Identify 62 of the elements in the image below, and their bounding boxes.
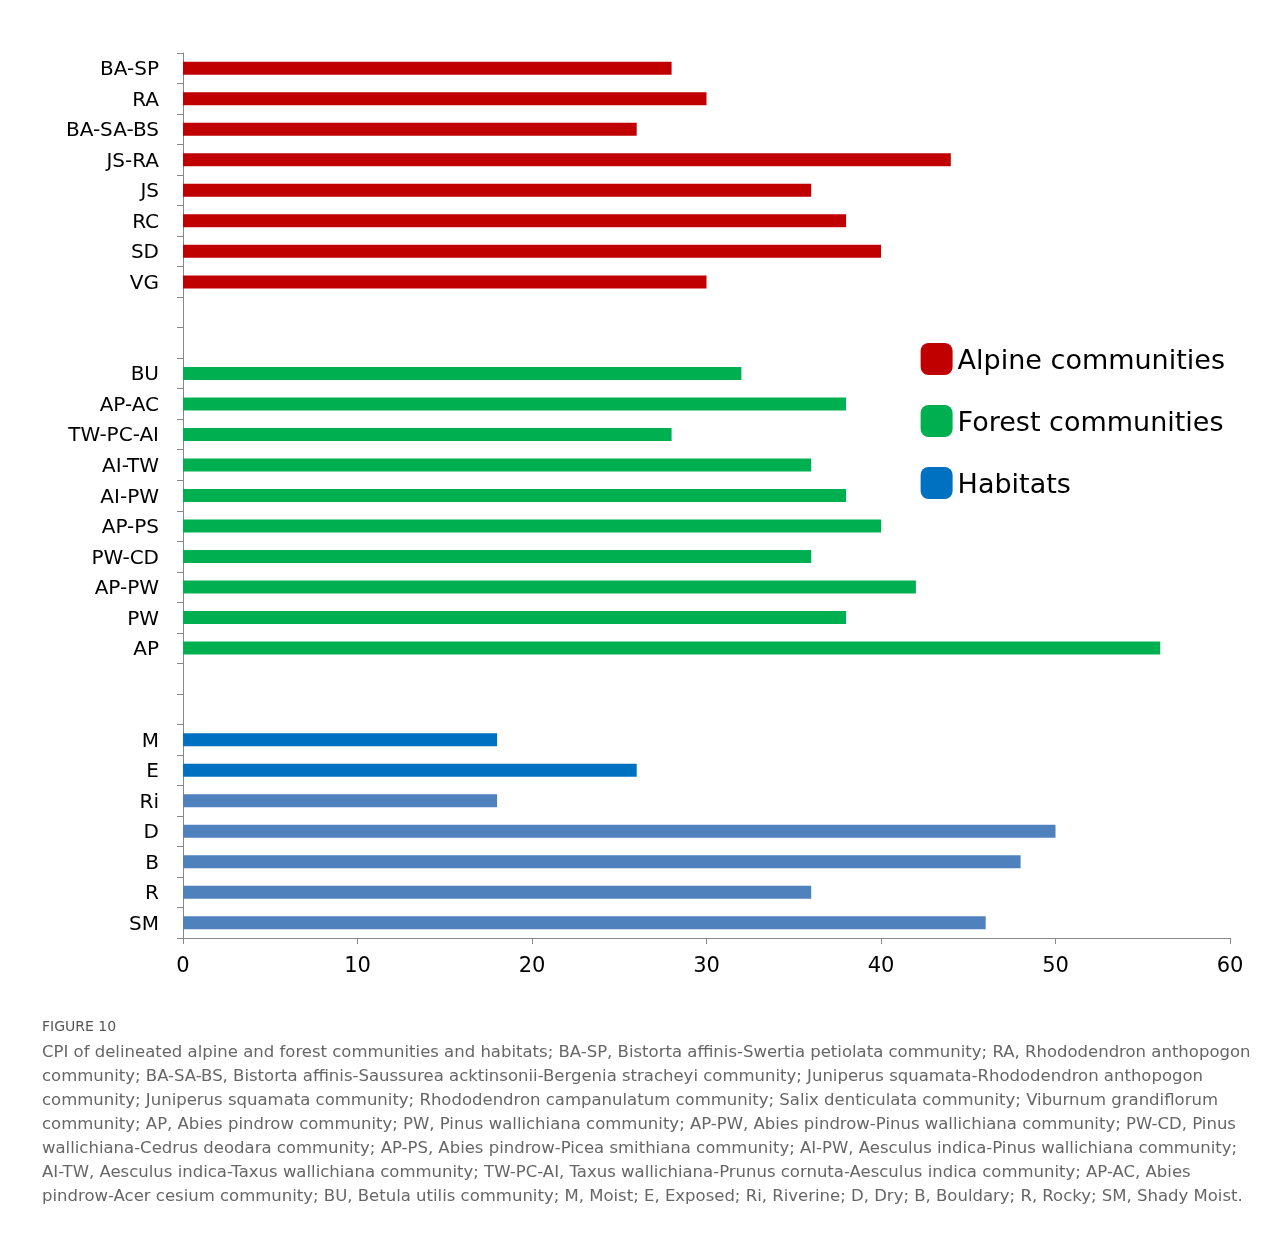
bar bbox=[183, 214, 847, 228]
legend-label: Habitats bbox=[957, 467, 1071, 499]
y-tick-label: JS-RA bbox=[104, 147, 160, 172]
x-tick-label: 10 bbox=[344, 952, 371, 977]
bar bbox=[183, 824, 1056, 838]
bar bbox=[183, 855, 1021, 869]
y-tick-label: BU bbox=[130, 361, 159, 386]
bar bbox=[183, 580, 916, 594]
y-tick-label: SM bbox=[129, 910, 159, 935]
legend-label: Forest communities bbox=[957, 405, 1224, 437]
x-tick-label: 60 bbox=[1216, 952, 1244, 977]
y-tick-label: PW-CD bbox=[91, 544, 159, 569]
bar bbox=[183, 366, 742, 380]
y-tick-label: AP-PS bbox=[101, 514, 159, 539]
y-tick-label: D bbox=[143, 819, 159, 844]
y-tick-label: AP-AC bbox=[99, 391, 159, 416]
x-tick-label: 0 bbox=[176, 952, 190, 977]
bar bbox=[183, 519, 881, 533]
bar bbox=[183, 458, 812, 472]
y-tick-label: BA-SP bbox=[100, 56, 159, 81]
caption: FIGURE 10 bbox=[42, 1018, 118, 1034]
text: CPI of delineated alpine and forest communities and habitats; BA-SP, Bistorta affinis-Swertia petiolata community; RA, Rhododendron anthopogon community; BA-SA-BS, Bistorta affinis-Saussurea acktinsonii-Bergenia stracheyi community; Juniperus squamata-Rhododendron anthopogon community; Juniperus squamata community; Rhododendron campanulatum community; Salix denticulata community; Viburnum grandiflorum community; AP, Abies pindrow community; PW, Pinus wallichiana community; AP-PW, Abies pindrow-Pinus wallichiana community; PW-CD, Pinus wallichiana-Cedrus deodara community; AP-PS, Abies pindrow-Picea smithiana community; AI-PW, Aesculus indica-Pinus wallichiana community; AI-TW, Aesculus indica-Taxus wallichiana community; TW-PC-AI, Taxus wallichiana-Prunus cornuta-Aesculus indica community; AP-AC, Abies pindrow-Acer cesium community; BU, Betula utilis community; M, Moist; E, Exposed; Ri, Riverine; D, Dry; B, Bouldary; R, Rocky; SM, Shady Moist. bbox=[42, 1041, 1252, 1207]
bar bbox=[183, 92, 707, 106]
y-tick-label: JS bbox=[138, 178, 159, 203]
y-tick-label: PW bbox=[127, 605, 160, 630]
bar bbox=[183, 183, 812, 197]
x-tick-label: 20 bbox=[518, 952, 546, 977]
bar bbox=[183, 61, 672, 75]
x-tick-label: 40 bbox=[867, 952, 895, 977]
bar bbox=[183, 122, 637, 136]
y-tick-label: RC bbox=[132, 208, 159, 233]
x-tick-label: 30 bbox=[693, 952, 720, 977]
bar bbox=[183, 794, 498, 808]
y-tick-label: AP bbox=[133, 636, 159, 661]
bar bbox=[183, 611, 847, 625]
y-tick-label: RA bbox=[132, 86, 160, 111]
bar bbox=[183, 733, 498, 747]
y-tick-label: B bbox=[145, 849, 159, 874]
y-tick-label: Ri bbox=[139, 788, 159, 813]
y-tick-label: BA-SA-BS bbox=[65, 117, 159, 142]
bar bbox=[183, 550, 812, 564]
y-tick-label: R bbox=[145, 880, 160, 905]
bar bbox=[183, 397, 847, 411]
bar bbox=[183, 489, 847, 502]
bar bbox=[183, 427, 672, 441]
legend-label: Alpine communities bbox=[957, 343, 1226, 375]
bar bbox=[183, 641, 1161, 655]
y-tick-label: VG bbox=[129, 269, 159, 294]
bar bbox=[183, 153, 951, 167]
bar bbox=[183, 275, 707, 289]
y-tick-label: SD bbox=[130, 239, 159, 264]
bar bbox=[183, 885, 812, 899]
y-tick-label: M bbox=[141, 727, 159, 752]
x-tick-label: 50 bbox=[1042, 952, 1069, 977]
y-tick-label: E bbox=[146, 758, 159, 783]
bar bbox=[183, 916, 986, 930]
bar bbox=[183, 763, 637, 777]
y-tick-label: TW-PC-AI bbox=[67, 422, 159, 447]
y-tick-label: AP-PW bbox=[94, 575, 160, 600]
y-tick-label: AI-TW bbox=[102, 452, 160, 477]
bar bbox=[183, 244, 881, 258]
y-tick-label: AI-PW bbox=[100, 483, 160, 508]
